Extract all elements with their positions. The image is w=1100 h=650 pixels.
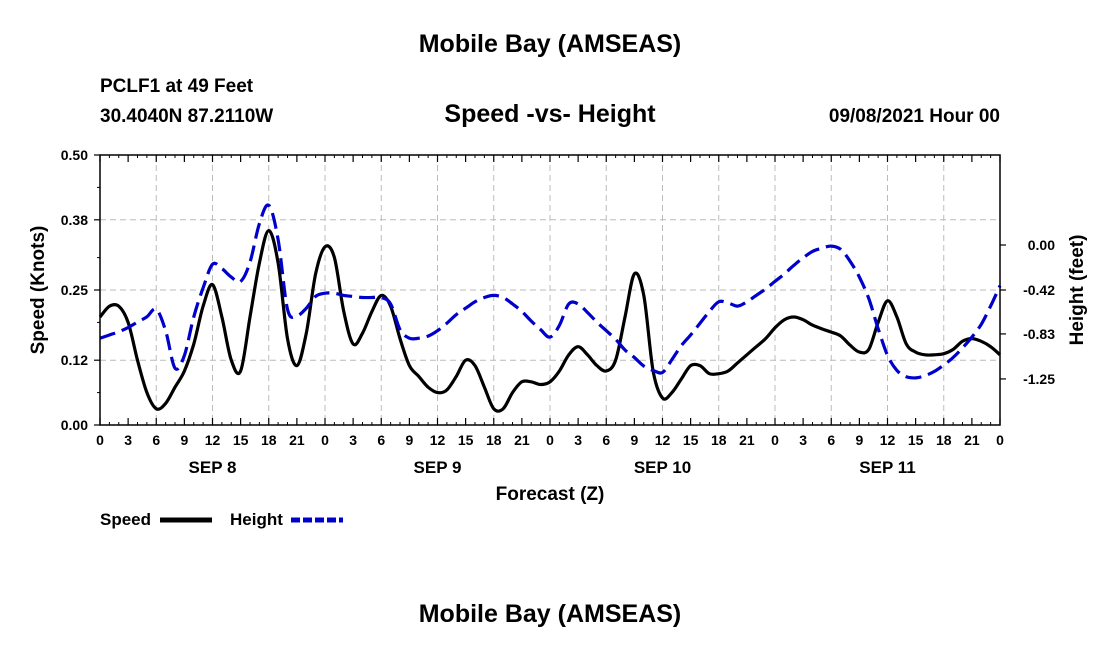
x-tick-label: 0 xyxy=(321,432,329,448)
right-axis-label: Height (feet) xyxy=(1067,235,1088,346)
forecast-datetime: 09/08/2021 Hour 00 xyxy=(828,106,1000,127)
x-tick-label: 15 xyxy=(908,432,924,448)
right-y-tick-label: -0.83 xyxy=(1023,326,1055,342)
right-y-tick-label: -1.25 xyxy=(1023,371,1055,387)
x-tick-label: 0 xyxy=(96,432,104,448)
x-tick-label: 12 xyxy=(880,432,896,448)
left-y-tick-label: 0.00 xyxy=(61,417,88,433)
x-tick-label: 12 xyxy=(655,432,671,448)
x-tick-label: 18 xyxy=(711,432,727,448)
x-tick-label: 0 xyxy=(546,432,554,448)
x-tick-label: 6 xyxy=(827,432,835,448)
series-line-height xyxy=(99,203,1002,380)
x-tick-label: 18 xyxy=(486,432,502,448)
x-tick-label: 6 xyxy=(152,432,160,448)
x-tick-label: 18 xyxy=(261,432,277,448)
left-y-tick-label: 0.12 xyxy=(61,352,88,368)
x-tick-label: 0 xyxy=(996,432,1004,448)
x-tick-label: 9 xyxy=(855,432,863,448)
chart-title: Speed -vs- Height xyxy=(444,100,656,128)
x-tick-label: 15 xyxy=(458,432,474,448)
x-tick-label: 21 xyxy=(739,432,755,448)
x-tick-label: 3 xyxy=(124,432,132,448)
legend-label-speed: Speed xyxy=(100,510,151,529)
day-label: SEP 11 xyxy=(859,458,915,477)
x-tick-label: 21 xyxy=(289,432,305,448)
right-y-tick-label: 0.00 xyxy=(1028,237,1055,253)
x-tick-label: 12 xyxy=(430,432,446,448)
footer-title: Mobile Bay (AMSEAS) xyxy=(418,600,682,628)
day-label: SEP 8 xyxy=(189,458,237,477)
series-lines xyxy=(98,203,1002,413)
x-tick-label: 9 xyxy=(630,432,638,448)
axes: 0 3 6 9 12 15 18 21 0 3 6 9 12 15 18 21 0 3 6 9 12 15 18 21 0 3 6 9… xyxy=(61,147,1055,477)
x-tick-label: 3 xyxy=(574,432,582,448)
left-y-tick-label: 0.50 xyxy=(61,147,88,163)
page-title: Mobile Bay (AMSEAS) xyxy=(418,30,682,58)
day-label: SEP 10 xyxy=(634,458,691,477)
left-y-tick-label: 0.25 xyxy=(61,282,88,298)
x-axis-label: Forecast (Z) xyxy=(496,484,605,505)
x-tick-label: 6 xyxy=(602,432,610,448)
x-tick-label: 12 xyxy=(205,432,221,448)
grid-lines xyxy=(100,155,1000,425)
x-tick-label: 6 xyxy=(377,432,385,448)
left-axis-label: Speed (Knots) xyxy=(28,226,49,355)
x-tick-label: 0 xyxy=(771,432,779,448)
x-tick-label: 9 xyxy=(180,432,188,448)
x-tick-label: 21 xyxy=(514,432,530,448)
x-tick-label: 15 xyxy=(233,432,249,448)
station-label: PCLF1 at 49 Feet xyxy=(100,76,254,97)
x-tick-label: 3 xyxy=(799,432,807,448)
legend-label-height: Height xyxy=(230,510,283,529)
legend: Speed Height xyxy=(100,510,343,529)
x-tick-label: 21 xyxy=(964,432,980,448)
x-tick-label: 9 xyxy=(405,432,413,448)
x-tick-label: 15 xyxy=(683,432,699,448)
right-y-tick-label: -0.42 xyxy=(1023,282,1055,298)
coordinates-label: 30.4040N 87.2110W xyxy=(100,106,274,127)
x-tick-label: 18 xyxy=(936,432,952,448)
left-y-tick-label: 0.38 xyxy=(61,212,88,228)
day-label: SEP 9 xyxy=(414,458,462,477)
series-line-speed xyxy=(98,229,1002,413)
x-tick-label: 3 xyxy=(349,432,357,448)
